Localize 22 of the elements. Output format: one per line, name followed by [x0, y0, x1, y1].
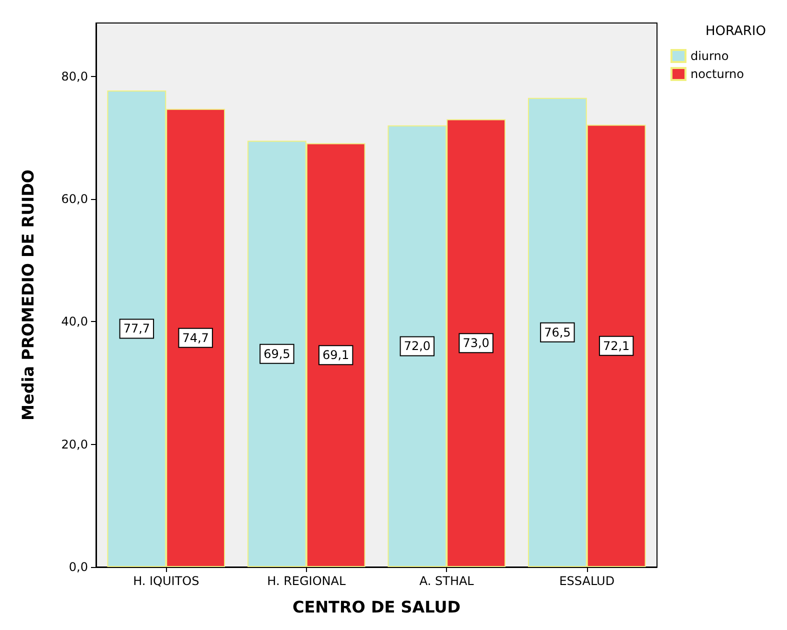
x-axis-title: CENTRO DE SALUD — [292, 598, 461, 616]
data-label: 72,1 — [602, 338, 630, 353]
legend-label: nocturno — [690, 67, 744, 81]
legend-title: HORARIO — [705, 24, 766, 39]
data-label: 74,7 — [182, 330, 209, 345]
x-tick-label: H. REGIONAL — [267, 574, 346, 588]
legend-label: diurno — [690, 49, 729, 63]
x-tick-label: A. STHAL — [419, 574, 474, 588]
y-tick-label: 40,0 — [61, 314, 88, 329]
data-label: 76,5 — [544, 325, 571, 340]
y-axis-title: Media PROMEDIO DE RUIDO — [18, 170, 38, 420]
y-tick-label: 80,0 — [61, 69, 88, 84]
data-label: 72,0 — [404, 339, 431, 354]
y-tick-label: 60,0 — [61, 192, 88, 206]
data-label: 69,5 — [264, 346, 290, 361]
y-tick-label: 20,0 — [61, 437, 88, 452]
data-label: 77,7 — [123, 322, 150, 336]
data-label: 73,0 — [462, 336, 490, 350]
x-tick-label: H. IQUITOS — [133, 574, 200, 588]
data-label: 69,1 — [322, 348, 350, 362]
x-tick-label: ESSALUD — [559, 574, 615, 588]
y-tick-label: 0,0 — [68, 560, 88, 574]
